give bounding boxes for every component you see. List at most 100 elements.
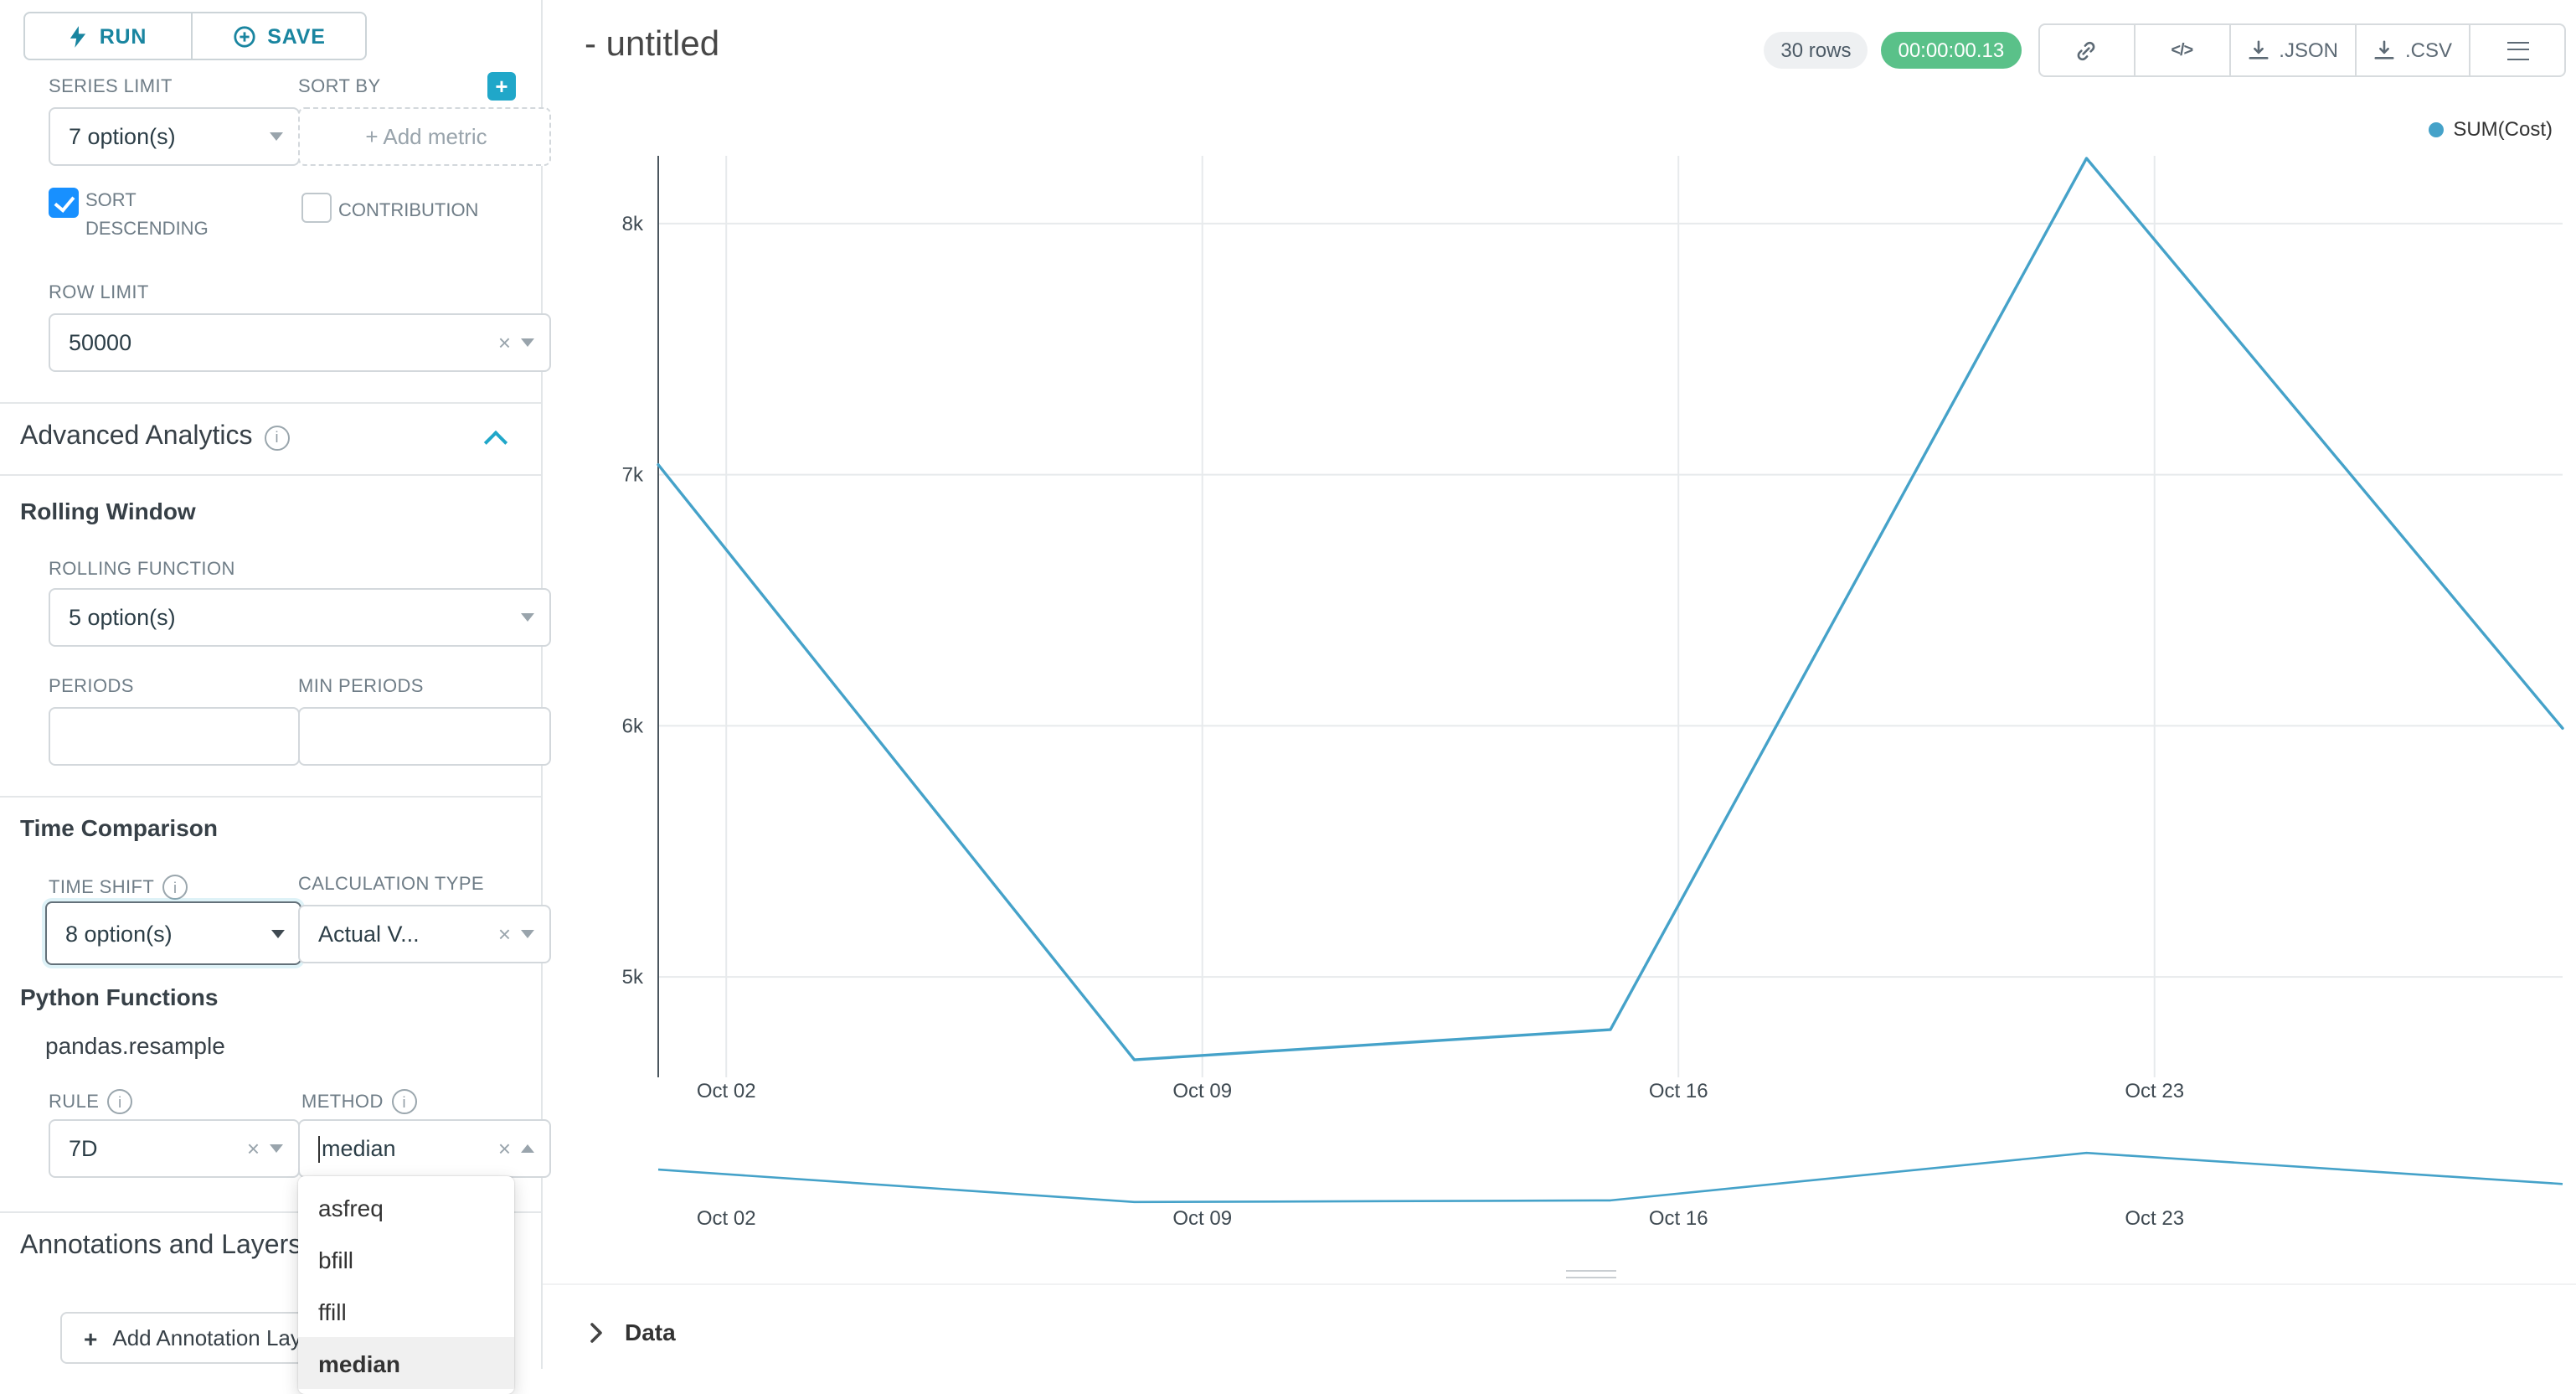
periods-label: PERIODS — [49, 677, 134, 697]
data-panel-header[interactable]: Data — [543, 1285, 2576, 1345]
info-icon[interactable]: i — [107, 1089, 133, 1114]
legend-item[interactable]: SUM(Cost) — [2428, 117, 2553, 141]
download-icon — [2248, 39, 2268, 59]
rolling-window-title: Rolling Window — [20, 498, 196, 524]
info-icon[interactable]: i — [162, 875, 188, 900]
clear-icon[interactable]: × — [246, 1136, 260, 1161]
row-limit-label: ROW LIMIT — [49, 283, 149, 303]
legend-dot — [2428, 121, 2444, 137]
plus-icon: + — [84, 1324, 98, 1351]
divider — [0, 796, 541, 798]
rule-value: 7D — [69, 1136, 98, 1161]
add-metric-plus-button[interactable]: + — [487, 72, 516, 101]
series-limit-select[interactable]: 7 option(s) — [49, 107, 300, 166]
method-option-median[interactable]: median — [298, 1337, 514, 1389]
rule-select[interactable]: 7D × — [49, 1119, 300, 1178]
contribution-label: CONTRIBUTION — [338, 201, 479, 221]
time-shift-label-text: TIME SHIFT — [49, 877, 155, 897]
svg-text:Oct 09: Oct 09 — [1172, 1207, 1232, 1230]
info-icon[interactable]: i — [391, 1089, 417, 1114]
divider — [0, 402, 541, 404]
rule-label-text: RULE — [49, 1092, 100, 1112]
line-chart[interactable]: 8k 7k 6k 5k Oct 02 Oct 02 Oct 09 Oct 09 Oct 16 Oc… — [543, 101, 2576, 1257]
divider — [0, 1211, 541, 1213]
rolling-function-value: 5 option(s) — [69, 605, 176, 630]
text-cursor — [318, 1135, 320, 1162]
method-option-ffill[interactable]: ffill — [318, 1298, 347, 1324]
calculation-type-label: CALCULATION TYPE — [298, 875, 484, 895]
svg-text:7k: 7k — [622, 464, 644, 487]
export-csv-button[interactable]: .CSV — [2354, 23, 2470, 77]
calculation-type-select[interactable]: Actual V... × — [298, 905, 551, 963]
data-panel: Data — [543, 1283, 2576, 1371]
row-count-badge: 30 rows — [1764, 32, 1868, 69]
clear-icon[interactable]: × — [497, 1136, 511, 1161]
code-icon: </> — [2171, 41, 2193, 59]
copy-link-button[interactable] — [2038, 23, 2136, 77]
method-combobox[interactable]: median × — [298, 1119, 551, 1178]
svg-text:6k: 6k — [622, 715, 644, 737]
divider — [0, 474, 541, 476]
data-panel-title: Data — [625, 1319, 676, 1345]
svg-text:8k: 8k — [622, 213, 644, 235]
periods-input[interactable] — [49, 707, 300, 766]
contribution-checkbox[interactable] — [301, 193, 332, 223]
lightning-icon — [70, 25, 86, 47]
info-icon[interactable]: i — [264, 425, 290, 450]
annotations-layers-title: Annotations and Layers — [20, 1231, 302, 1260]
min-periods-input[interactable] — [298, 707, 551, 766]
link-icon — [2077, 40, 2095, 60]
advanced-analytics-title: Advanced Analytics — [20, 422, 253, 451]
rolling-function-select[interactable]: 5 option(s) — [49, 588, 551, 647]
annotations-layers-header[interactable]: Annotations and Layers — [20, 1231, 301, 1262]
chevron-down-icon — [521, 338, 534, 347]
chevron-down-icon — [270, 132, 283, 141]
method-dropdown-menu: asfreq bfill ffill median — [298, 1176, 514, 1394]
chevron-down-icon — [270, 1144, 283, 1153]
series-limit-label: SERIES LIMIT — [49, 77, 173, 97]
chevron-down-icon — [271, 929, 285, 937]
save-button[interactable]: SAVE — [191, 12, 367, 60]
export-json-button[interactable]: .JSON — [2228, 23, 2357, 77]
method-option-asfreq[interactable]: asfreq — [318, 1194, 384, 1221]
run-save-button-group: RUN SAVE — [23, 12, 367, 60]
time-comparison-title: Time Comparison — [20, 814, 218, 841]
collapse-chevron-up-icon[interactable] — [483, 430, 508, 455]
rule-label: RULE i — [49, 1089, 133, 1114]
clear-icon[interactable]: × — [497, 330, 511, 355]
method-option-bfill[interactable]: bfill — [318, 1246, 354, 1273]
add-annotation-layer-label: Add Annotation Layer — [112, 1325, 322, 1350]
clear-icon[interactable]: × — [497, 922, 511, 947]
panel-resize-handle[interactable] — [1566, 1265, 1616, 1278]
chart-header-actions: 30 rows 00:00:00.13 </> .JSON . — [1764, 23, 2566, 77]
sort-by-placeholder: + Add metric — [365, 124, 487, 149]
calculation-type-value: Actual V... — [318, 922, 420, 947]
method-label-text: METHOD — [301, 1092, 384, 1112]
sort-descending-checkbox[interactable] — [49, 188, 79, 218]
time-shift-label: TIME SHIFT i — [49, 875, 188, 900]
sort-by-add-metric-field[interactable]: + Add metric — [298, 107, 551, 166]
query-timer-badge: 00:00:00.13 — [1881, 32, 2022, 69]
time-shift-select[interactable]: 8 option(s) — [45, 901, 301, 965]
plus-icon: + — [495, 74, 508, 99]
chart-title[interactable]: - untitled — [585, 25, 720, 64]
run-button[interactable]: RUN — [23, 12, 193, 60]
run-button-label: RUN — [99, 24, 147, 48]
svg-text:Oct 09: Oct 09 — [1172, 1080, 1232, 1102]
export-csv-label: .CSV — [2404, 39, 2452, 62]
chart-menu-button[interactable] — [2469, 23, 2566, 77]
svg-text:Oct 16: Oct 16 — [1649, 1080, 1708, 1102]
advanced-analytics-header[interactable]: Advanced Analytics i — [20, 422, 290, 452]
sort-descending-label: SORT DESCENDING — [85, 191, 209, 240]
row-limit-select[interactable]: 50000 × — [49, 313, 551, 372]
svg-text:Oct 02: Oct 02 — [697, 1080, 756, 1102]
svg-text:Oct 02: Oct 02 — [697, 1207, 756, 1230]
series-limit-value: 7 option(s) — [69, 124, 176, 149]
view-query-button[interactable]: </> — [2133, 23, 2231, 77]
rolling-function-label: ROLLING FUNCTION — [49, 560, 235, 580]
chevron-down-icon — [521, 930, 534, 938]
plus-circle-icon — [233, 25, 255, 47]
chevron-right-icon — [590, 1322, 602, 1342]
legend-label: SUM(Cost) — [2453, 117, 2553, 141]
